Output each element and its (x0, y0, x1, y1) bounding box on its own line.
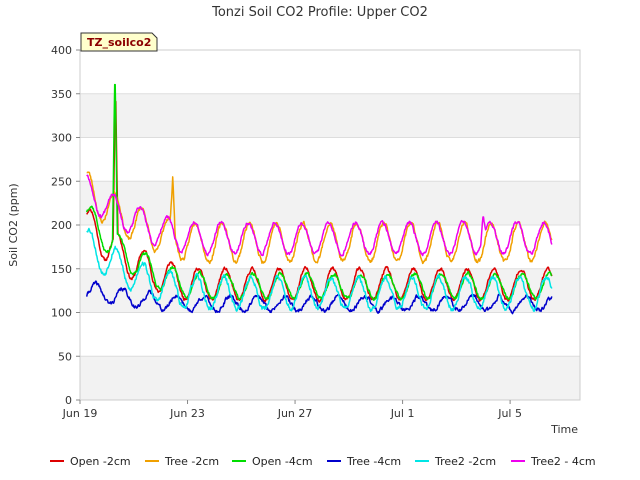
y-tick-label: 0 (65, 394, 72, 407)
legend-label: Tree -2cm (164, 455, 219, 468)
legend-item: Open -2cm (50, 455, 131, 468)
legend-item: Tree -2cm (145, 455, 219, 468)
legend-label: Tree -4cm (346, 455, 401, 468)
legend-item: Tree -4cm (327, 455, 401, 468)
series-lines (85, 83, 553, 315)
x-tick-label: Jun 27 (277, 407, 313, 420)
legend-item: Tree2 -2cm (415, 455, 496, 468)
band-50-100 (80, 312, 580, 357)
x-tick-label: Jun 23 (169, 407, 205, 420)
legend-label: Open -2cm (70, 455, 131, 468)
site-badge-shape (80, 32, 158, 52)
y-tick-label: 100 (51, 307, 72, 320)
legend: Open -2cm Tree -2cm Open -4cm Tree -4cm Tree… (50, 455, 596, 468)
y-tick-label: 350 (51, 88, 72, 101)
band-200-250 (80, 181, 580, 225)
y-tick-label: 400 (51, 44, 72, 57)
y-tick-label: 200 (51, 219, 72, 232)
legend-label: Open -4cm (252, 455, 313, 468)
chart-title: Tonzi Soil CO2 Profile: Upper CO2 (211, 5, 428, 20)
x-axis-ticks: Jun 19 Jun 23 Jun 27 Jul 1 Jul 5 (62, 400, 522, 420)
series-line-tree-2cm (86, 171, 553, 265)
legend-label: Tree2 - 4cm (530, 455, 596, 468)
site-badge-label: TZ_soilco2 (87, 36, 151, 49)
legend-item: Tree2 - 4cm (511, 455, 596, 468)
band-150-200 (80, 225, 580, 269)
y-tick-label: 250 (51, 175, 72, 188)
x-tick-label: Jun 19 (62, 407, 98, 420)
series-line-tree2-2cm (86, 227, 553, 313)
x-tick-label: Jul 5 (497, 407, 522, 420)
band-0-50 (80, 356, 580, 400)
band-250-300 (80, 137, 580, 182)
y-tick-label: 300 (51, 132, 72, 145)
x-axis-title: Time (550, 423, 578, 436)
y-tick-label: 50 (58, 350, 72, 363)
legend-label: Tree2 -2cm (434, 455, 496, 468)
site-badge: TZ_soilco2 (80, 32, 158, 52)
series-line-tree2-4cm (86, 174, 553, 257)
y-tick-label: 150 (51, 263, 72, 276)
y-axis-title: Soil CO2 (ppm) (7, 183, 20, 266)
x-tick-label: Jul 1 (390, 407, 415, 420)
band-350-400 (80, 50, 580, 94)
plot-background-bands (80, 50, 580, 400)
legend-item: Open -4cm (232, 455, 313, 468)
y-axis-ticks: 0 50 100 150 200 250 300 350 400 (51, 44, 80, 407)
band-300-350 (80, 93, 580, 138)
